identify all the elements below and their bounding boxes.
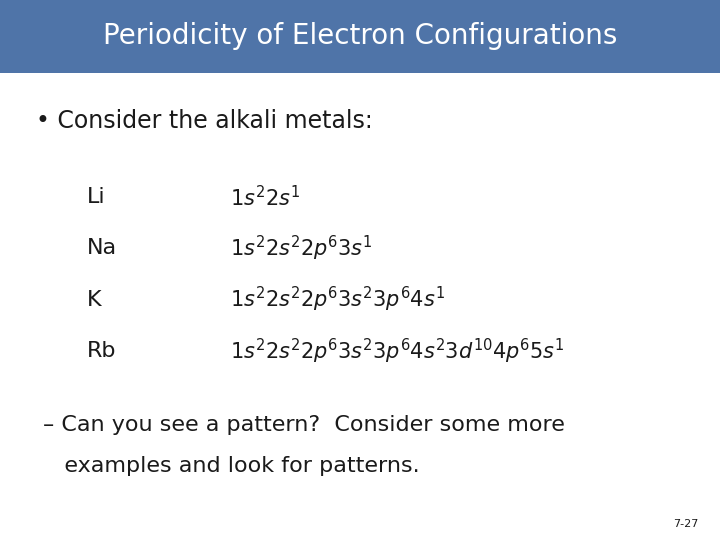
Text: – Can you see a pattern?  Consider some more: – Can you see a pattern? Consider some m… <box>43 415 565 435</box>
Text: 1$s^2$2$s^2$2$p^6$3$s^2$3$p^6$4$s^2$3$d^{10}$4$p^6$5$s^1$: 1$s^2$2$s^2$2$p^6$3$s^2$3$p^6$4$s^2$3$d^… <box>230 336 565 366</box>
Text: • Consider the alkali metals:: • Consider the alkali metals: <box>36 110 373 133</box>
Text: Li: Li <box>86 187 105 207</box>
Text: Na: Na <box>86 238 117 259</box>
FancyBboxPatch shape <box>0 0 720 73</box>
Text: Rb: Rb <box>86 341 116 361</box>
Text: 1$s^2$2$s^1$: 1$s^2$2$s^1$ <box>230 185 300 210</box>
Text: Periodicity of Electron Configurations: Periodicity of Electron Configurations <box>103 23 617 50</box>
Text: K: K <box>86 289 101 310</box>
Text: examples and look for patterns.: examples and look for patterns. <box>43 456 420 476</box>
Text: 1$s^2$2$s^2$2$p^6$3$s^1$: 1$s^2$2$s^2$2$p^6$3$s^1$ <box>230 234 373 263</box>
Text: 7-27: 7-27 <box>673 519 698 529</box>
Text: 1$s^2$2$s^2$2$p^6$3$s^2$3$p^6$4$s^1$: 1$s^2$2$s^2$2$p^6$3$s^2$3$p^6$4$s^1$ <box>230 285 446 314</box>
